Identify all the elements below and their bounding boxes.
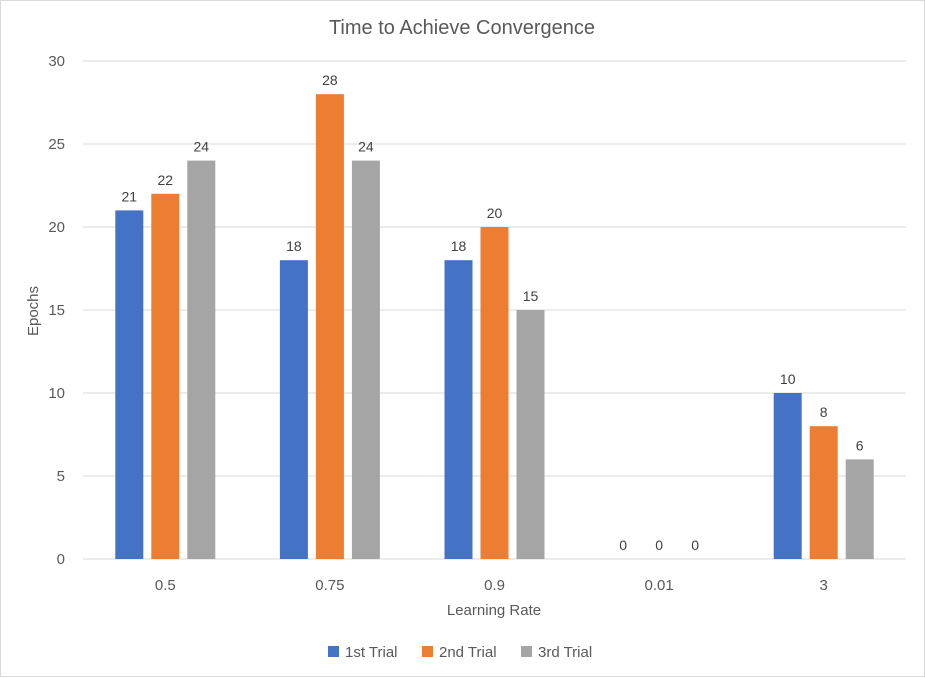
bar-2-5 xyxy=(809,426,838,559)
bar-1-3 xyxy=(444,260,473,559)
data-label-3-5: 6 xyxy=(856,437,864,453)
y-tick-label-4: 20 xyxy=(48,219,65,236)
legend-label-2: 2nd Trial xyxy=(439,644,497,661)
legend-swatch-3 xyxy=(521,646,532,657)
y-tick-label-3: 15 xyxy=(48,302,65,319)
data-label-1-1: 21 xyxy=(122,188,138,204)
bar-1-5 xyxy=(773,393,802,559)
y-tick-label-6: 30 xyxy=(48,53,65,70)
data-label-2-3: 20 xyxy=(487,205,503,221)
data-label-1-5: 10 xyxy=(780,371,796,387)
data-label-2-1: 22 xyxy=(158,172,174,188)
data-label-3-2: 24 xyxy=(358,139,374,155)
legend-label-1: 1st Trial xyxy=(345,644,398,661)
y-axis-ticks: 0 5 10 15 20 25 30 xyxy=(48,53,65,568)
y-tick-label-0: 0 xyxy=(57,551,65,568)
bar-3-5 xyxy=(845,459,874,559)
x-tick-label-2: 0.75 xyxy=(315,577,344,594)
y-tick-label-5: 25 xyxy=(48,136,65,153)
data-label-1-3: 18 xyxy=(451,238,467,254)
x-tick-label-4: 0.01 xyxy=(644,577,673,594)
bar-1-2 xyxy=(279,260,308,559)
bar-2-2 xyxy=(315,94,344,559)
bar-3-2 xyxy=(351,160,380,559)
data-label-2-2: 28 xyxy=(322,72,338,88)
bar-3-1 xyxy=(187,160,216,559)
legend-swatch-2 xyxy=(422,646,433,657)
legend-label-3: 3rd Trial xyxy=(538,644,592,661)
bar-3-3 xyxy=(516,310,545,559)
y-tick-label-2: 10 xyxy=(48,385,65,402)
data-label-3-3: 15 xyxy=(523,288,539,304)
legend-swatch-1 xyxy=(328,646,339,657)
x-tick-label-3: 0.9 xyxy=(484,577,505,594)
bar-2-1 xyxy=(151,193,180,560)
x-tick-label-1: 0.5 xyxy=(155,577,176,594)
x-tick-label-5: 3 xyxy=(820,577,828,594)
x-axis-ticks: 0.5 0.75 0.9 0.01 3 xyxy=(155,577,828,594)
legend: 1st Trial 2nd Trial 3rd Trial xyxy=(328,644,592,661)
x-axis-title: Learning Rate xyxy=(447,602,541,619)
bars xyxy=(115,94,874,560)
chart-title: Time to Achieve Convergence xyxy=(329,17,595,39)
y-tick-label-1: 5 xyxy=(57,468,65,485)
data-label-1-2: 18 xyxy=(286,238,302,254)
data-label-3-1: 24 xyxy=(194,139,210,155)
data-label-2-5: 8 xyxy=(820,404,828,420)
data-label-2-4: 0 xyxy=(655,537,663,553)
data-label-1-4: 0 xyxy=(619,537,627,553)
bar-2-3 xyxy=(480,227,509,559)
y-axis-title: Epochs xyxy=(25,286,42,336)
data-labels: 21 22 24 18 28 24 18 20 15 0 0 0 10 8 6 xyxy=(122,72,864,553)
bar-1-1 xyxy=(115,210,144,559)
data-label-3-4: 0 xyxy=(691,537,699,553)
